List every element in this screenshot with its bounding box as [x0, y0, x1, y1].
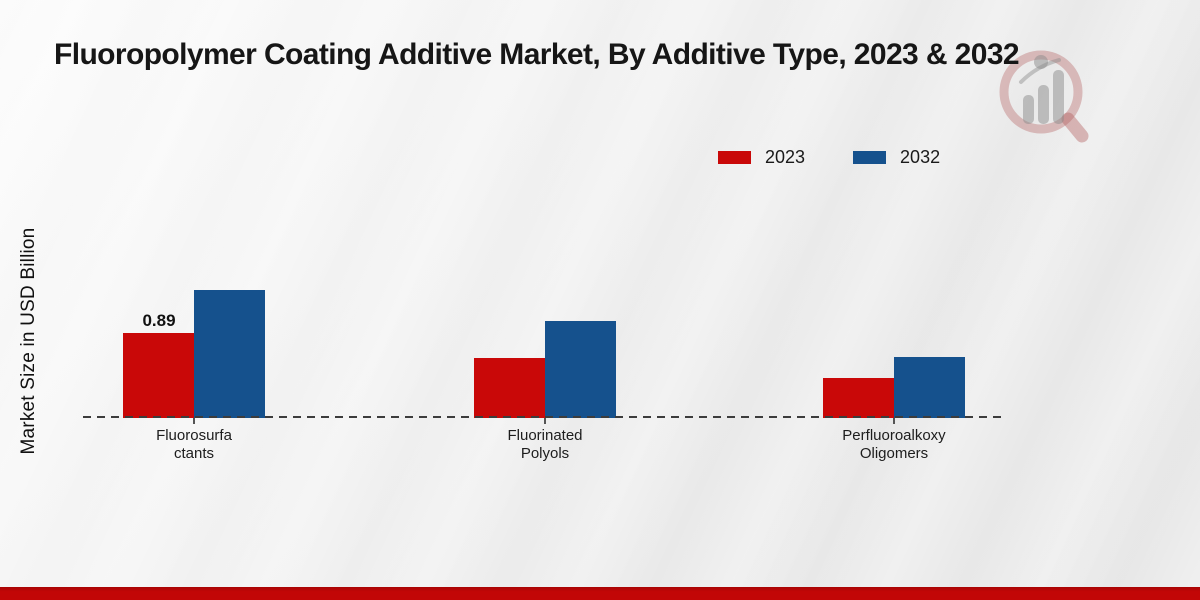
bar-2023-fluorinated-polyols	[474, 358, 545, 418]
magnifier-barchart-watermark-icon	[999, 50, 1089, 143]
legend-label-2032: 2032	[900, 147, 941, 167]
legend-label-2023: 2023	[765, 147, 806, 167]
bar-2023-fluorosurfactants	[123, 333, 194, 418]
bar-2023-perfluoroalkoxy-oligomers	[823, 378, 894, 418]
bar-2032-fluorosurfactants	[194, 290, 265, 418]
bar-value-label: 0.89	[142, 311, 176, 330]
legend-swatch-2023	[718, 151, 751, 164]
chart-title: Fluoropolymer Coating Additive Market, B…	[54, 38, 1020, 71]
legend-swatch-2032	[853, 151, 887, 164]
legend-item-2032: 2032	[853, 147, 940, 168]
category-label-fluorosurfactants: Fluorosurfa ctants	[156, 427, 232, 462]
x-axis-dashed-line	[83, 416, 1007, 418]
legend: 2023 2032	[718, 147, 940, 168]
x-axis-tick	[893, 418, 895, 424]
footer-red-bar	[0, 587, 1200, 600]
legend-item-2023: 2023	[718, 147, 805, 168]
x-axis-tick	[544, 418, 546, 424]
x-axis-tick	[193, 418, 195, 424]
category-label-fluorinated-polyols: Fluorinated Polyols	[507, 427, 583, 462]
bar-2032-fluorinated-polyols	[545, 321, 616, 418]
bar-2032-perfluoroalkoxy-oligomers	[894, 357, 965, 418]
category-label-perfluoroalkoxy-oligomers: Perfluoroalkoxy Oligomers	[842, 427, 946, 462]
